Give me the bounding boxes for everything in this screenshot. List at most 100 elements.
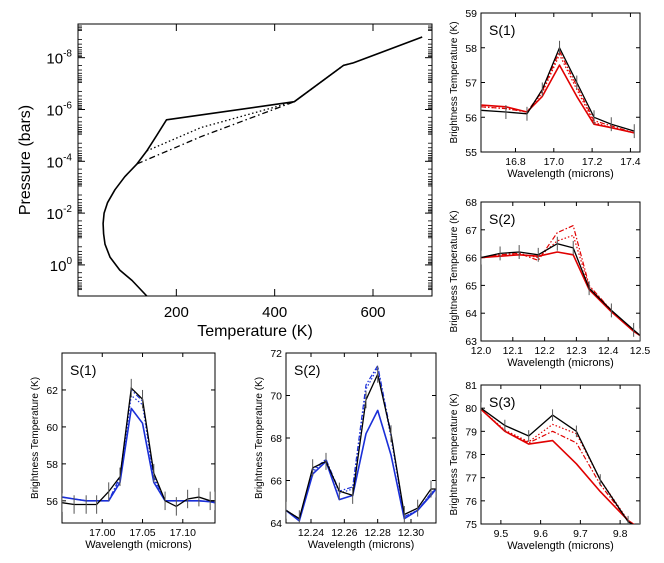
x-tick-label: 600 (360, 304, 385, 321)
observed-data-line (62, 386, 215, 508)
x-tick-label: 9.8 (613, 528, 628, 540)
y-tick-label: 66 (465, 253, 477, 265)
x-tick-label: 12.0 (471, 345, 492, 357)
series-line-profile-dotted (146, 62, 354, 152)
x-tick-label: 12.3 (566, 345, 587, 357)
chart-s2-top: 12.0 12.1 12.2 12.3 12.4 12.5 63 64 65 66 67 68 Wave… (449, 197, 650, 369)
x-axis-label: Wavelength (microns) (507, 168, 614, 180)
y-tick-label: 72 (270, 348, 282, 360)
x-tick-label: 16.8 (505, 156, 526, 168)
x-tick-label: 17.2 (582, 156, 603, 168)
series-line-model-3 (62, 389, 215, 504)
x-tick-label: 200 (164, 304, 189, 321)
y-tick-label: 66 (270, 476, 282, 488)
chart-s3-top: 9.5 9.6 9.7 9.8 75 76 77 78 79 80 81 Wavelength (mi… (449, 380, 641, 552)
panel-label: S(1) (489, 22, 515, 38)
y-tick-label: 65 (465, 280, 477, 292)
y-axis-label: Brightness Temperature (K) (30, 377, 41, 499)
y-axis-label: Pressure (bars) (17, 105, 34, 215)
plot-frame (480, 201, 641, 342)
y-tick-label: 78 (465, 450, 477, 462)
y-tick-label: 68 (270, 433, 282, 445)
series-line-model-2 (286, 367, 436, 520)
plot-area (286, 365, 436, 523)
y-tick-label: 10-4 (46, 152, 72, 171)
plot-frame (77, 23, 433, 297)
y-tick-label: 70 (270, 391, 282, 403)
chart-s1-bottom: 17.00 17.05 17.10 56 58 60 62 Wavelength (micro… (30, 352, 216, 551)
y-tick-label: 10-6 (46, 100, 72, 119)
y-tick-label: 56 (465, 112, 477, 124)
y-axis-label: Brightness Temperature (K) (254, 377, 265, 499)
panel-label: S(2) (489, 211, 515, 227)
chart-s2-bottom: 12.24 12.26 12.28 12.30 64 66 68 70 72 Wavelength… (254, 348, 437, 551)
y-tick-exponent: -4 (63, 152, 72, 163)
series-line-profile-solid (102, 36, 423, 296)
y-axis-label: Brightness Temperature (K) (449, 393, 460, 515)
x-tick-label: 9.6 (533, 528, 548, 540)
y-tick-label: 77 (465, 473, 477, 485)
x-tick-label: 17.00 (89, 527, 115, 539)
y-tick-label: 79 (465, 426, 477, 438)
x-tick-label: 12.24 (298, 527, 324, 539)
panel-label: S(3) (489, 394, 515, 410)
y-tick-label: 75 (465, 519, 477, 531)
x-tick-label: 17.0 (544, 156, 565, 168)
x-tick-label: 12.28 (365, 527, 391, 539)
x-axis-label: Temperature (K) (197, 323, 313, 340)
observed-data-line (286, 372, 436, 520)
x-tick-label: 12.30 (398, 527, 424, 539)
series-line-profile-dashdot (136, 62, 354, 165)
y-tick-label: 67 (465, 225, 477, 237)
plot-area (481, 40, 635, 139)
series-line-model-3 (286, 365, 436, 520)
x-tick-label: 12.5 (630, 345, 651, 357)
y-axis-label: Brightness Temperature (K) (449, 210, 460, 332)
x-axis-label: Wavelength (microns) (507, 357, 614, 369)
y-tick-label: 64 (270, 518, 282, 530)
x-tick-label: 17.05 (129, 527, 155, 539)
y-tick-label: 80 (465, 403, 477, 415)
series-line-model-2 (481, 408, 635, 524)
y-tick-label: 59 (465, 8, 477, 20)
series-line-model-2 (481, 234, 640, 336)
y-tick-label: 81 (465, 380, 477, 392)
series-line-model-2 (62, 394, 215, 504)
y-tick-exponent: 0 (66, 256, 72, 267)
x-tick-label: 17.4 (620, 156, 641, 168)
y-tick-exponent: -8 (63, 49, 72, 60)
plot-area (102, 36, 423, 296)
y-tick-label: 58 (465, 43, 477, 55)
y-tick-base: 10 (46, 51, 63, 68)
panel-label: S(1) (70, 362, 96, 378)
series-line-model-3 (481, 225, 640, 336)
y-tick-label: 55 (465, 147, 477, 159)
x-tick-label: 17.10 (170, 527, 196, 539)
y-tick-label: 57 (465, 78, 477, 90)
series-line-model-1 (62, 407, 215, 504)
y-tick-label: 62 (46, 385, 58, 397)
y-tick-exponent: -6 (63, 100, 72, 111)
y-tick-label: 10-8 (46, 49, 72, 68)
x-tick-label: 400 (262, 304, 287, 321)
x-tick-label: 9.7 (573, 528, 588, 540)
observed-data-line (481, 407, 634, 524)
panel-label: S(2) (294, 362, 320, 378)
y-tick-label: 76 (465, 496, 477, 508)
plot-area (62, 378, 215, 516)
y-axis-label: Brightness Temperature (K) (449, 21, 460, 143)
y-tick-base: 10 (50, 258, 67, 275)
x-tick-label: 12.1 (503, 345, 524, 357)
y-tick-label: 68 (465, 197, 477, 209)
chart-pressure-temperature: 200 400 60010-810-610-410-2100Temperature … (17, 23, 433, 340)
x-axis-label: Wavelength (microns) (85, 539, 192, 551)
x-axis-label: Wavelength (microns) (507, 540, 614, 552)
observed-data-line (481, 243, 640, 336)
x-tick-label: 12.4 (598, 345, 619, 357)
plot-area (481, 225, 640, 341)
y-tick-label: 64 (465, 308, 477, 320)
series-line-model-3 (481, 408, 635, 524)
x-axis-label: Wavelength (microns) (308, 539, 415, 551)
y-tick-base: 10 (46, 102, 63, 119)
